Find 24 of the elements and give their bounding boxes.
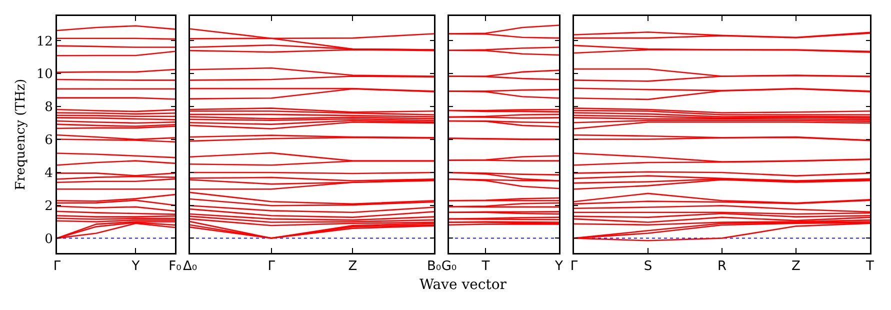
y-tick-label: 12 xyxy=(36,34,53,50)
x-tick-label: Δ₀ xyxy=(182,259,198,274)
x-tick-label: Z xyxy=(348,259,358,274)
y-tick-label: 8 xyxy=(44,100,53,116)
y-axis-title: Frequency (THz) xyxy=(14,78,29,190)
x-tick-label: Γ xyxy=(570,259,578,274)
x-tick-label: F₀ xyxy=(168,259,182,274)
x-tick-label: Γ xyxy=(268,259,276,274)
x-tick-label: Y xyxy=(130,259,140,274)
x-tick-label: S xyxy=(644,259,652,274)
x-tick-label: Γ xyxy=(53,259,62,274)
y-tick-label: 2 xyxy=(44,198,53,214)
y-tick-label: 0 xyxy=(44,232,53,247)
x-tick-label: B₀ xyxy=(426,259,442,274)
y-tick-label: 10 xyxy=(36,67,53,82)
y-tick-label: 4 xyxy=(44,166,53,181)
x-tick-label: Z xyxy=(792,259,801,274)
x-axis-title: Wave vector xyxy=(420,277,506,293)
x-tick-label: G₀ xyxy=(441,259,457,274)
x-tick-label: R xyxy=(717,259,727,274)
x-tick-label: T xyxy=(480,259,490,274)
x-tick-label: Y xyxy=(554,259,564,274)
y-tick-label: 6 xyxy=(44,132,53,148)
x-tick-label: T xyxy=(865,259,874,274)
